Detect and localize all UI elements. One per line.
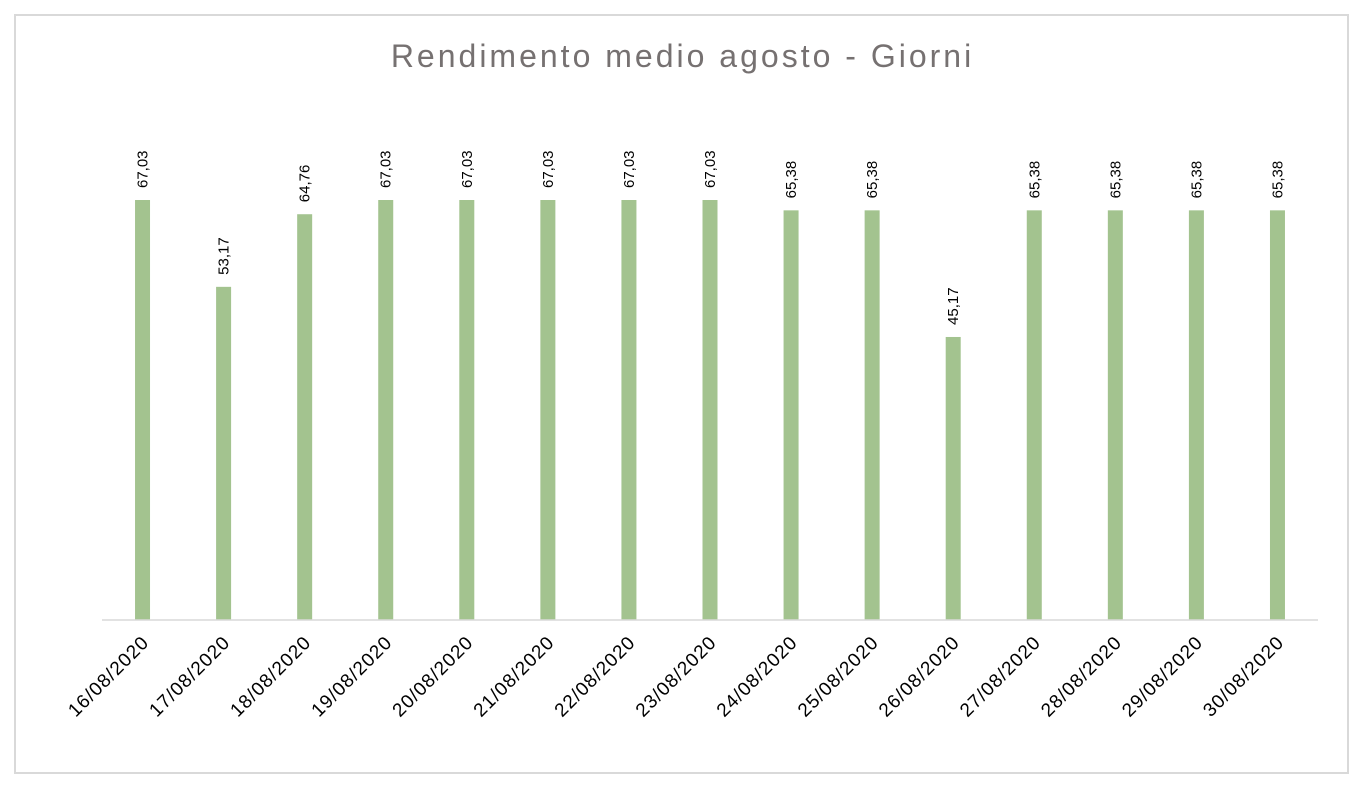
bar-29/08/2020: [1188, 210, 1204, 620]
x-tick-label-19/08/2020: 19/08/2020: [308, 632, 397, 721]
bar-16/08/2020: [135, 200, 151, 620]
chart-title: Rendimento medio agosto - Giorni: [390, 38, 975, 74]
data-labels-layer: 67,03 53,17 64,76 67,03 67,03 67,03 67,03 67,03…: [135, 150, 1287, 325]
data-label-29/08/2020: 65,38: [1188, 161, 1205, 199]
x-tick-label-22/08/2020: 22/08/2020: [551, 632, 640, 721]
chart-frame: [14, 14, 1349, 774]
bars-layer: [135, 200, 1285, 620]
x-tick-label-28/08/2020: 28/08/2020: [1037, 632, 1126, 721]
data-label-28/08/2020: 65,38: [1107, 161, 1124, 199]
bar-17/08/2020: [216, 286, 232, 620]
x-tick-label-18/08/2020: 18/08/2020: [227, 632, 316, 721]
x-tick-label-17/08/2020: 17/08/2020: [146, 632, 235, 721]
x-tick-label-30/08/2020: 30/08/2020: [1199, 632, 1288, 721]
bar-28/08/2020: [1107, 210, 1123, 620]
data-label-19/08/2020: 67,03: [378, 150, 395, 188]
x-tick-label-29/08/2020: 29/08/2020: [1118, 632, 1207, 721]
x-tick-labels-layer: 16/08/202017/08/202018/08/202019/08/2020…: [64, 632, 1288, 721]
bar-27/08/2020: [1026, 210, 1042, 620]
data-label-27/08/2020: 65,38: [1026, 161, 1043, 199]
data-label-22/08/2020: 67,03: [621, 150, 638, 188]
x-tick-label-20/08/2020: 20/08/2020: [389, 632, 478, 721]
bar-21/08/2020: [540, 200, 556, 620]
x-tick-label-23/08/2020: 23/08/2020: [632, 632, 721, 721]
bar-24/08/2020: [783, 210, 799, 620]
x-tick-label-21/08/2020: 21/08/2020: [470, 632, 559, 721]
x-tick-label-27/08/2020: 27/08/2020: [956, 632, 1045, 721]
bar-18/08/2020: [297, 214, 313, 620]
data-label-26/08/2020: 45,17: [945, 287, 962, 325]
x-tick-label-16/08/2020: 16/08/2020: [64, 632, 153, 721]
x-tick-label-26/08/2020: 26/08/2020: [875, 632, 964, 721]
data-label-30/08/2020: 65,38: [1269, 161, 1286, 199]
data-label-16/08/2020: 67,03: [135, 150, 152, 188]
bar-25/08/2020: [864, 210, 880, 620]
data-label-20/08/2020: 67,03: [459, 150, 476, 188]
bar-26/08/2020: [945, 336, 961, 620]
bar-19/08/2020: [378, 200, 394, 620]
bar-20/08/2020: [459, 200, 475, 620]
x-tick-label-25/08/2020: 25/08/2020: [794, 632, 883, 721]
data-label-18/08/2020: 64,76: [297, 165, 314, 203]
bar-22/08/2020: [621, 200, 637, 620]
data-label-23/08/2020: 67,03: [702, 150, 719, 188]
x-tick-label-24/08/2020: 24/08/2020: [713, 632, 802, 721]
bar-30/08/2020: [1269, 210, 1285, 620]
data-label-24/08/2020: 65,38: [783, 161, 800, 199]
bar-23/08/2020: [702, 200, 718, 620]
data-label-25/08/2020: 65,38: [864, 161, 881, 199]
data-label-17/08/2020: 53,17: [216, 237, 233, 275]
data-label-21/08/2020: 67,03: [540, 150, 557, 188]
